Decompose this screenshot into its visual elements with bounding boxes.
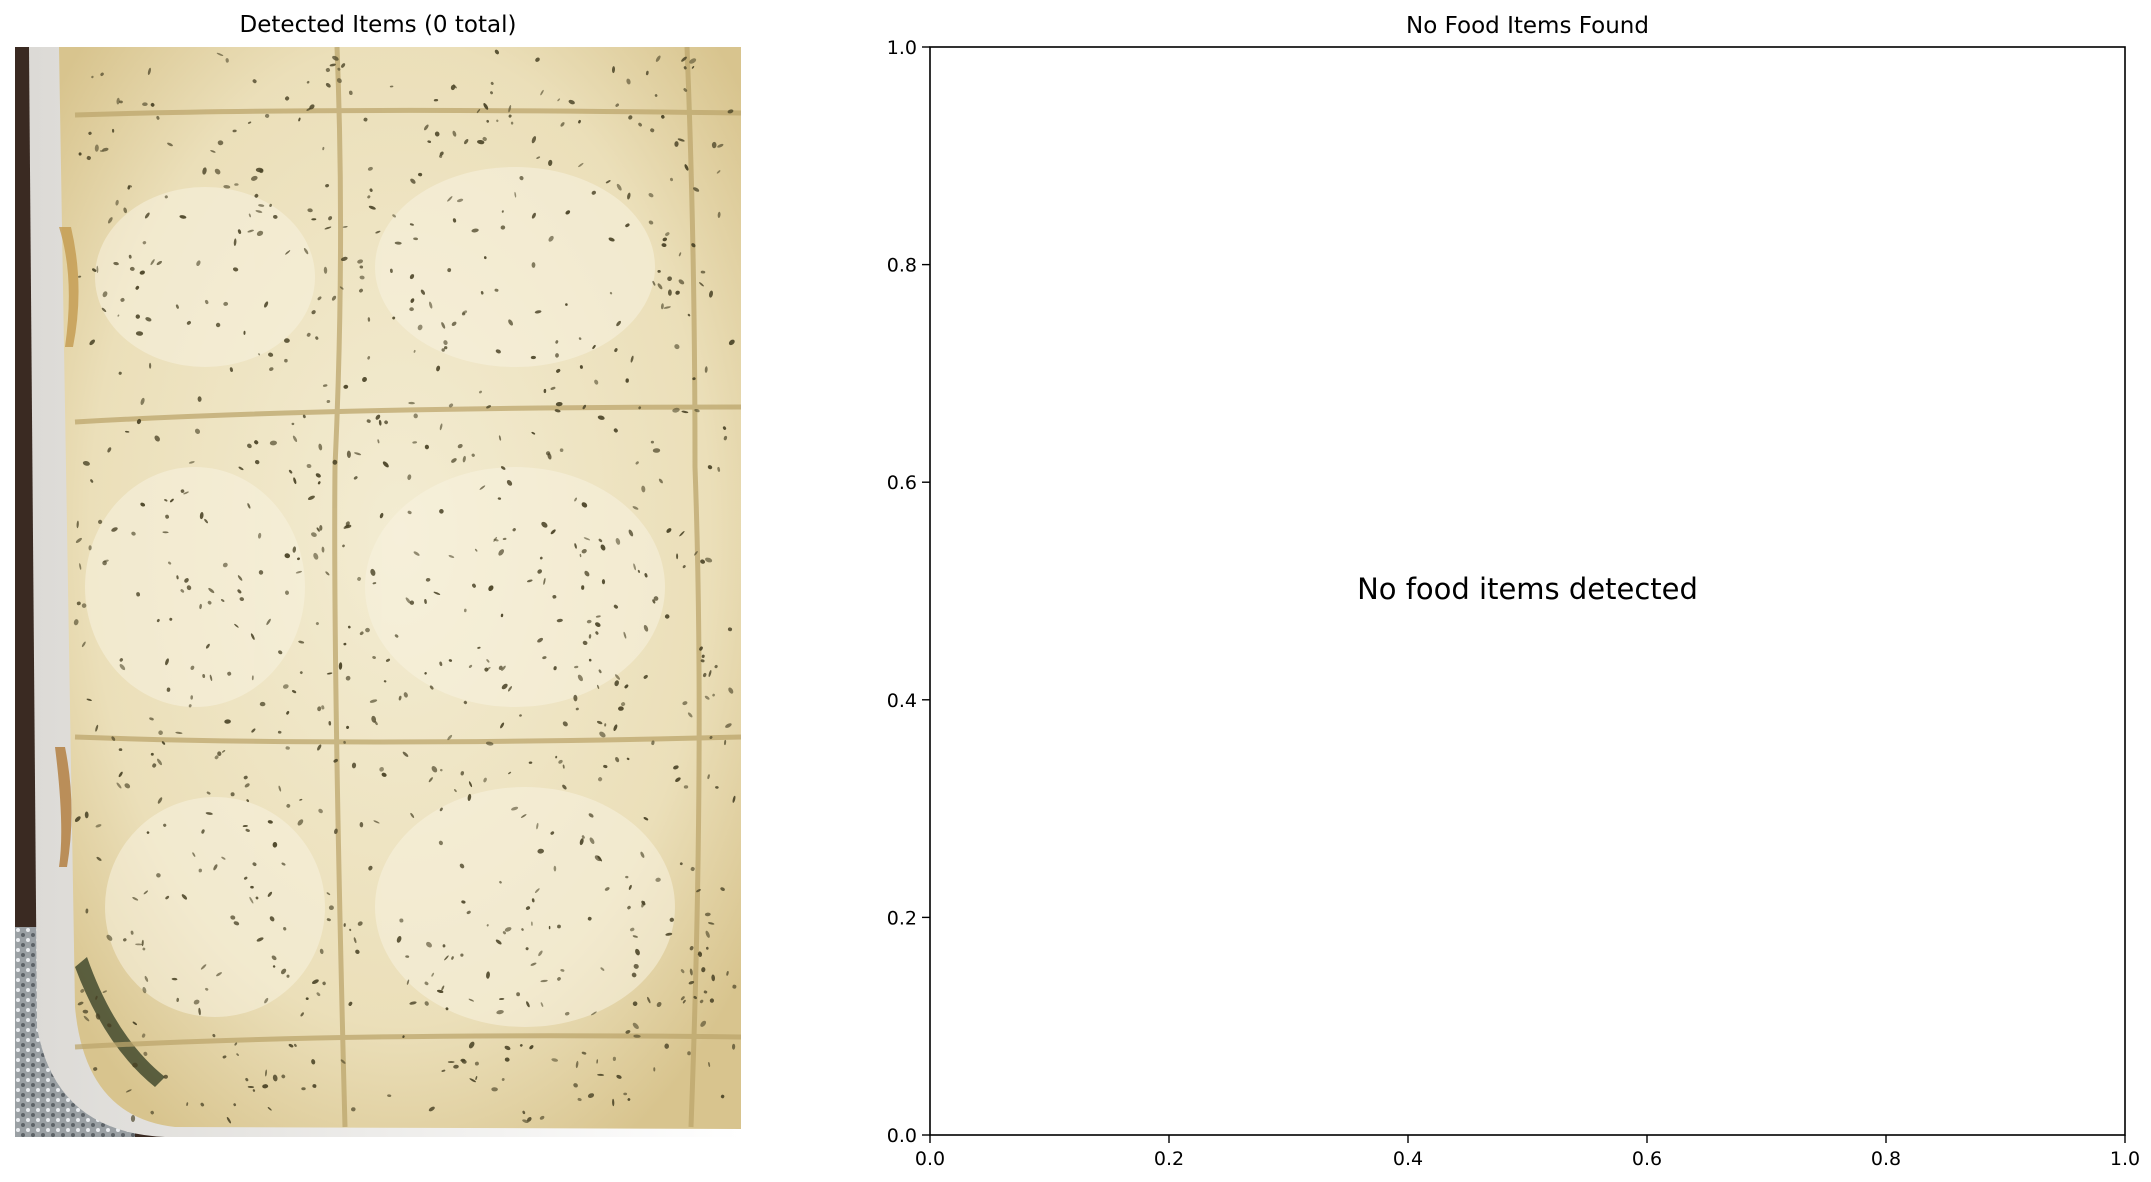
y-tick-label: 0.0 <box>887 1125 917 1147</box>
x-tick-label: 0.4 <box>1393 1148 1423 1170</box>
x-axis: 0.0 0.2 0.4 0.6 0.8 1.0 <box>915 1135 2140 1170</box>
y-tick-label: 0.2 <box>887 907 917 929</box>
y-tick-label: 0.6 <box>887 472 917 494</box>
herb-specks <box>73 49 737 1124</box>
x-tick-label: 0.0 <box>915 1148 945 1170</box>
x-tick-label: 1.0 <box>2110 1148 2140 1170</box>
left-panel-title: Detected Items (0 total) <box>239 12 517 38</box>
y-tick-label: 0.8 <box>887 255 917 277</box>
food-photo <box>15 47 741 1137</box>
y-axis: 0.0 0.2 0.4 0.6 0.8 1.0 <box>887 37 930 1147</box>
y-tick-label: 1.0 <box>887 37 917 59</box>
no-detections-annotation: No food items detected <box>1357 572 1698 606</box>
x-tick-label: 0.6 <box>1632 1148 1662 1170</box>
lasagna-image <box>15 47 741 1137</box>
x-tick-label: 0.2 <box>1154 1148 1184 1170</box>
x-tick-label: 0.8 <box>1871 1148 1901 1170</box>
plot-frame <box>929 46 2126 1136</box>
y-tick-label: 0.4 <box>887 690 917 712</box>
chart-title: No Food Items Found <box>1406 13 1649 39</box>
